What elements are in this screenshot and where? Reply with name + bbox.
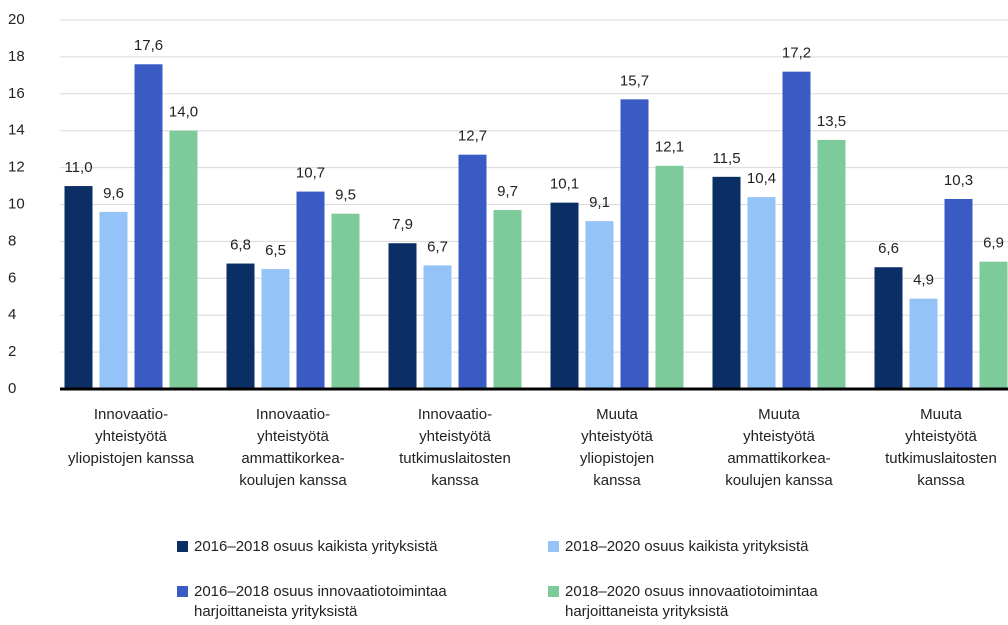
- bar: [585, 221, 614, 389]
- y-tick-label: 2: [8, 343, 16, 360]
- bar: [944, 198, 973, 389]
- y-tick-label: 16: [8, 85, 25, 102]
- legend-label: 2016–2018 osuus innovaatiotoimintaa harjo…: [194, 583, 447, 620]
- value-label: 6,6: [878, 240, 899, 257]
- legend-swatch: [548, 586, 559, 597]
- bar: [169, 130, 198, 389]
- bar: [909, 298, 938, 389]
- y-tick-label: 8: [8, 232, 16, 249]
- bar: [388, 243, 417, 389]
- legend-swatch: [177, 541, 188, 552]
- value-label: 17,6: [134, 37, 163, 54]
- bar: [296, 191, 325, 389]
- bar: [712, 176, 741, 389]
- value-label: 6,7: [427, 238, 448, 255]
- bar: [655, 165, 684, 389]
- y-tick-label: 0: [8, 380, 16, 397]
- bar: [620, 99, 649, 390]
- value-label: 10,1: [550, 176, 579, 193]
- value-label: 6,5: [265, 242, 286, 259]
- y-tick-label: 6: [8, 269, 16, 286]
- value-label: 10,7: [296, 165, 325, 182]
- value-label: 12,1: [655, 139, 684, 156]
- value-label: 10,4: [747, 170, 776, 187]
- value-label: 9,6: [103, 185, 124, 202]
- bar: [261, 269, 290, 389]
- y-tick-label: 18: [8, 48, 25, 65]
- bar: [458, 154, 487, 389]
- y-tick-label: 14: [8, 122, 25, 139]
- bar: [99, 211, 128, 389]
- bar: [550, 202, 579, 389]
- bar: [64, 186, 93, 389]
- y-tick-label: 4: [8, 306, 16, 323]
- bar: [979, 261, 1008, 389]
- value-label: 6,9: [983, 235, 1004, 252]
- bar: [782, 71, 811, 389]
- value-label: 4,9: [913, 272, 934, 289]
- value-label: 7,9: [392, 216, 413, 233]
- bar: [817, 139, 846, 389]
- legend-label: 2016–2018 osuus kaikista yrityksistä: [194, 538, 438, 555]
- value-label: 14,0: [169, 104, 198, 121]
- value-label: 9,5: [335, 187, 356, 204]
- value-label: 11,0: [64, 159, 92, 176]
- legend-swatch: [177, 586, 188, 597]
- bar: [134, 64, 163, 389]
- bar: [493, 210, 522, 389]
- legend-swatch: [548, 541, 559, 552]
- value-label: 13,5: [817, 113, 846, 130]
- value-label: 9,7: [497, 183, 518, 200]
- value-label: 12,7: [458, 128, 487, 145]
- value-label: 6,8: [230, 237, 251, 254]
- value-label: 11,5: [712, 150, 740, 167]
- legend-label: 2018–2020 osuus kaikista yrityksistä: [565, 538, 809, 555]
- x-tick-label: Muuta yhteistyötä ammattikorkea-koulujen k…: [725, 406, 833, 489]
- value-label: 17,2: [782, 45, 811, 62]
- x-tick-label: Muuta yhteistyötä yliopistojen kanssa: [580, 406, 654, 489]
- legend-label: 2018–2020 osuus innovaatiotoimintaa harjo…: [565, 583, 818, 620]
- y-tick-label: 10: [8, 195, 25, 212]
- value-label: 15,7: [620, 72, 649, 89]
- x-tick-label: Innovaatio-yhteistyötä yliopistojen kanss…: [68, 406, 195, 467]
- bar: [226, 263, 255, 389]
- bar: [331, 213, 360, 389]
- y-tick-label: 20: [8, 11, 25, 28]
- x-tick-label: Innovaatio-yhteistyötä ammattikorkea-koul…: [239, 406, 347, 489]
- y-tick-label: 12: [8, 159, 25, 176]
- x-tick-label: Muuta yhteistyötä tutkimuslaitosten kanssa: [885, 406, 997, 489]
- value-label: 10,3: [944, 172, 973, 189]
- bar: [874, 267, 903, 389]
- x-tick-label: Innovaatio-yhteistyötä tutkimuslaitosten k…: [399, 406, 511, 489]
- value-label: 9,1: [589, 194, 610, 211]
- bar: [423, 265, 452, 389]
- bar: [747, 197, 776, 389]
